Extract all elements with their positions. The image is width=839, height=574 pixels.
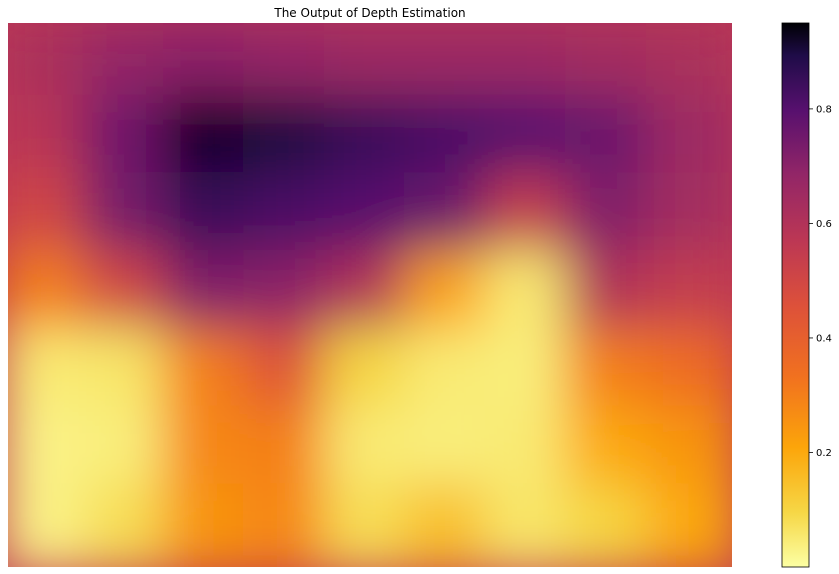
depth-map <box>8 23 732 567</box>
heatmap-cell <box>8 23 95 107</box>
colorbar-tick-label: 0.4 <box>816 333 832 344</box>
heatmap-cell <box>484 94 578 185</box>
heatmap-cell <box>8 172 95 263</box>
heatmap-cell <box>565 94 658 185</box>
heatmap-cell <box>404 327 497 418</box>
heatmap-cell <box>404 172 497 263</box>
heatmap-cell <box>484 23 578 107</box>
heatmap-cell <box>8 327 95 418</box>
depth-map-cells <box>8 23 732 567</box>
heatmap-cell <box>404 23 497 107</box>
heatmap-cell <box>82 327 175 418</box>
heatmap-cell <box>243 172 336 263</box>
heatmap-cell <box>323 483 417 567</box>
heatmap-cell <box>82 405 175 496</box>
heatmap-cell <box>404 250 497 340</box>
heatmap-cell <box>243 483 336 567</box>
heatmap-cell <box>162 94 256 185</box>
heatmap-cell <box>323 23 417 107</box>
heatmap-cell <box>162 250 256 340</box>
heatmap-cell <box>162 327 256 418</box>
heatmap-cell <box>162 172 256 263</box>
heatmap-cell <box>404 483 497 567</box>
heatmap-cell <box>243 250 336 340</box>
heatmap-cell <box>404 94 497 185</box>
heatmap-cell <box>484 405 578 496</box>
chart-title: The Output of Depth Estimation <box>273 6 465 20</box>
heatmap-cell <box>8 94 95 185</box>
heatmap-cell <box>243 23 336 107</box>
colorbar-tick-label: 0.8 <box>816 104 832 115</box>
heatmap-cell <box>323 405 417 496</box>
colorbar-tick-label: 0.6 <box>816 219 832 230</box>
heatmap-cell <box>645 94 732 185</box>
heatmap-cell <box>162 483 256 567</box>
heatmap-cell <box>484 327 578 418</box>
heatmap-cell <box>82 23 175 107</box>
heatmap-cell <box>8 405 95 496</box>
heatmap-cell <box>565 327 658 418</box>
heatmap-cell <box>243 327 336 418</box>
heatmap-cell <box>565 405 658 496</box>
heatmap-cell <box>565 250 658 340</box>
heatmap-cell <box>645 483 732 567</box>
heatmap-cell <box>484 483 578 567</box>
heatmap-cell <box>323 94 417 185</box>
heatmap-cell <box>484 250 578 340</box>
heatmap-cell <box>82 250 175 340</box>
heatmap-cell <box>323 327 417 418</box>
colorbar-tick-label: 0.2 <box>816 448 832 459</box>
heatmap-cell <box>645 405 732 496</box>
heatmap-cell <box>404 405 497 496</box>
heatmap-cell <box>645 172 732 263</box>
heatmap-cell <box>645 23 732 107</box>
heatmap-cell <box>243 405 336 496</box>
heatmap-cell <box>323 172 417 263</box>
heatmap-cell <box>323 250 417 340</box>
heatmap-cell <box>82 94 175 185</box>
heatmap-cell <box>243 94 336 185</box>
heatmap-cell <box>645 250 732 340</box>
heatmap-cell <box>645 327 732 418</box>
colorbar <box>781 22 810 568</box>
heatmap-cell <box>8 483 95 567</box>
heatmap-cell <box>162 405 256 496</box>
heatmap-cell <box>162 23 256 107</box>
heatmap-cell <box>8 250 95 340</box>
heatmap-cell <box>565 23 658 107</box>
heatmap-cell <box>484 172 578 263</box>
heatmap-cell <box>565 483 658 567</box>
heatmap-cell <box>82 172 175 263</box>
heatmap-cell <box>565 172 658 263</box>
heatmap-cell <box>82 483 175 567</box>
colorbar-ticks: 0.2 0.4 0.6 0.8 <box>809 104 832 459</box>
